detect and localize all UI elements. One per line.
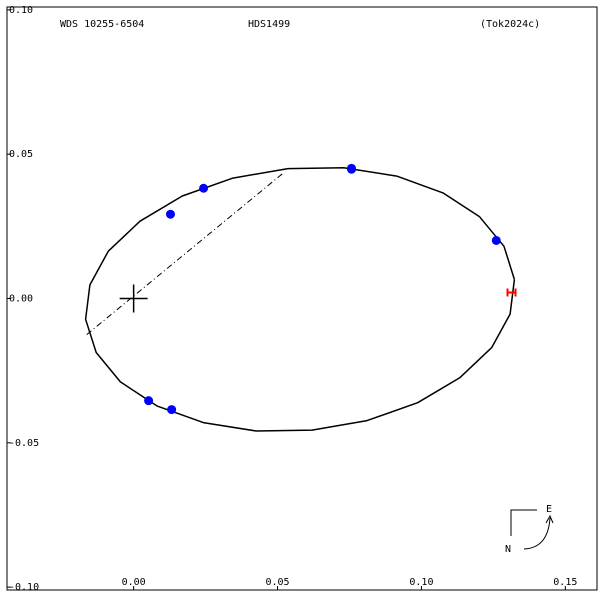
- observation: [165, 209, 175, 219]
- plot-frame: [6, 6, 598, 591]
- observation: [347, 164, 357, 174]
- y-tick-label: -0.10: [9, 582, 39, 593]
- x-tick-label: 0.15: [553, 577, 577, 588]
- orbit-ellipse: [84, 167, 516, 432]
- compass-east: E: [546, 504, 552, 515]
- compass-north: N: [505, 544, 511, 555]
- line-of-nodes: [86, 171, 285, 335]
- observation: [167, 405, 177, 415]
- observation: [144, 396, 154, 406]
- compass: E N: [505, 504, 554, 555]
- y-tick-label: 0.00: [9, 294, 33, 305]
- x-tick-label: 0.10: [409, 577, 433, 588]
- compass-axes: [510, 509, 537, 536]
- compass-arrow: [523, 517, 551, 550]
- observation: [491, 235, 501, 245]
- header-reference: (Tok2024c): [480, 19, 540, 30]
- header-wds: WDS 10255-6504: [60, 19, 144, 30]
- compass-arrowhead: [545, 514, 554, 524]
- primary-star: [119, 284, 148, 313]
- y-tick-label: 0.05: [9, 149, 33, 160]
- y-tick-label: -0.05: [9, 438, 39, 449]
- observation: [199, 183, 209, 193]
- last-observation: [506, 288, 517, 297]
- x-tick-label: 0.00: [122, 577, 146, 588]
- header-discoverer: HDS1499: [248, 19, 290, 30]
- x-tick-label: 0.05: [265, 577, 289, 588]
- y-tick-label: 0.10: [9, 5, 33, 16]
